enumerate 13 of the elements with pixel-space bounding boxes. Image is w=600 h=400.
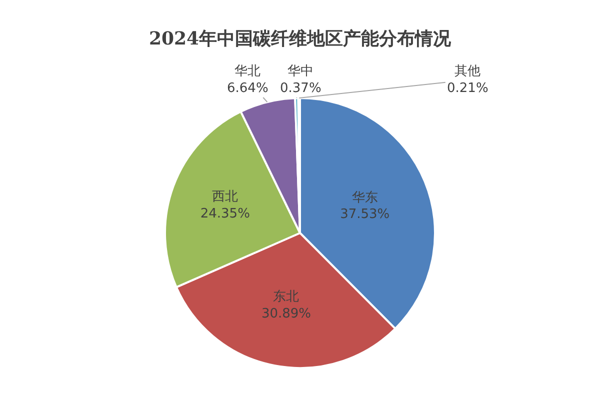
slice-label: 华北 (234, 64, 261, 79)
data-label: 30.89% (261, 306, 312, 322)
data-label: 0.21% (447, 80, 488, 96)
chart-title: 2024年中国碳纤维地区产能分布情况 (148, 28, 452, 50)
slice-label: 东北 (273, 290, 300, 305)
slice-label: 华中 (288, 64, 314, 79)
slice-label: 华东 (352, 190, 378, 206)
data-label: 6.64% (227, 80, 268, 96)
slice-label: 西北 (212, 190, 238, 205)
data-label: 0.37% (280, 80, 322, 96)
data-label: 24.35% (200, 206, 250, 222)
slice-label: 其他 (454, 64, 481, 79)
data-label: 37.53% (340, 207, 390, 222)
